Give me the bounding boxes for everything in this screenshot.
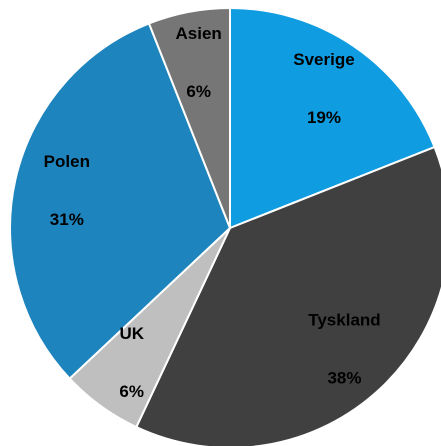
slice-label: UK — [119, 324, 144, 343]
slice-label: Asien — [176, 24, 222, 43]
slice-label: Sverige — [293, 50, 354, 69]
pie-slice — [147, 6, 231, 229]
pie-slice — [134, 145, 441, 446]
pie-slice — [9, 22, 232, 381]
value-label: 19% — [307, 108, 341, 127]
value-label: 6% — [119, 382, 144, 401]
pie-slice — [229, 6, 436, 230]
value-label: 38% — [327, 368, 361, 387]
value-label: 6% — [186, 82, 211, 101]
value-label: 31% — [50, 210, 84, 229]
slice-label: Polen — [44, 152, 90, 171]
slice-label: Tyskland — [308, 310, 380, 329]
